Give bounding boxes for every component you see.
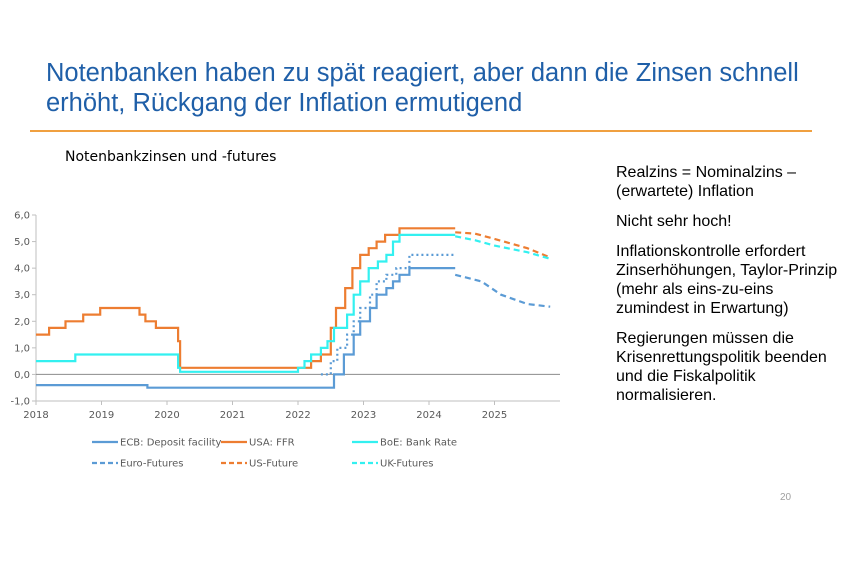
legend-label: BoE: Bank Rate	[380, 438, 457, 449]
series-layer	[36, 227, 551, 389]
x-tick-label: 2021	[220, 410, 245, 421]
slide-title: Notenbanken haben zu spät reagiert, aber…	[46, 59, 799, 117]
x-tick-label: 2019	[89, 410, 114, 421]
legend-label: USA: FFR	[249, 438, 295, 449]
x-tick-label: 2022	[285, 410, 310, 421]
y-tick-label: 0,0	[14, 370, 30, 381]
y-tick-label: 2,0	[14, 317, 30, 328]
x-tick-label: 2018	[23, 410, 48, 421]
legend-label: UK-Futures	[380, 459, 434, 470]
series-line-us-future	[455, 231, 551, 259]
note-taylor-principle: Inflationskontrolle erfordert Zinserhöhu…	[616, 243, 838, 317]
x-tick-label: 2025	[482, 410, 507, 421]
legend-label: ECB: Deposit facility	[120, 438, 222, 449]
y-tick-label: -1,0	[10, 397, 30, 408]
title-rule	[30, 130, 812, 132]
y-tick-label: 6,0	[14, 211, 30, 222]
axis-layer: 6,0 5,0 4,0 3,0 2,0 1,0 0,0 -1,0 2018 2019 2020 202…	[10, 211, 560, 421]
note-real-rate: Realzins = Nominalzins – (erwartete) Inf…	[616, 164, 797, 200]
series-line-boe-bank-rate	[36, 233, 456, 373]
notes-panel: Realzins = Nominalzins – (erwartete) Inf…	[616, 163, 838, 416]
series-line-uk-futures	[454, 235, 551, 260]
y-tick-label: 4,0	[14, 264, 30, 275]
note-not-high: Nicht sehr hoch!	[616, 213, 732, 230]
x-tick-label: 2023	[351, 410, 376, 421]
series-line-dotted-3	[320, 253, 456, 376]
page-number: 20	[780, 492, 792, 503]
series-line-euro-futures	[454, 273, 551, 308]
x-tick-label: 2024	[416, 410, 441, 421]
chart-title: Notenbankzinsen und -futures	[65, 149, 277, 165]
x-tick-label: 2020	[154, 410, 179, 421]
y-tick-label: 5,0	[14, 237, 30, 248]
legend: ECB: Deposit facility USA: FFR BoE: Bank R…	[92, 438, 457, 470]
legend-label: US-Future	[249, 459, 298, 470]
y-tick-label: 3,0	[14, 290, 30, 301]
y-tick-label: 1,0	[14, 343, 30, 354]
legend-label: Euro-Futures	[120, 459, 184, 470]
note-fiscal-policy: Regierungen müssen die Krisenrettungspol…	[616, 330, 827, 404]
rate-chart: 6,0 5,0 4,0 3,0 2,0 1,0 0,0 -1,0 2018 2019 2020 202…	[10, 211, 560, 470]
series-line-ecb-deposit-facility	[36, 267, 456, 389]
